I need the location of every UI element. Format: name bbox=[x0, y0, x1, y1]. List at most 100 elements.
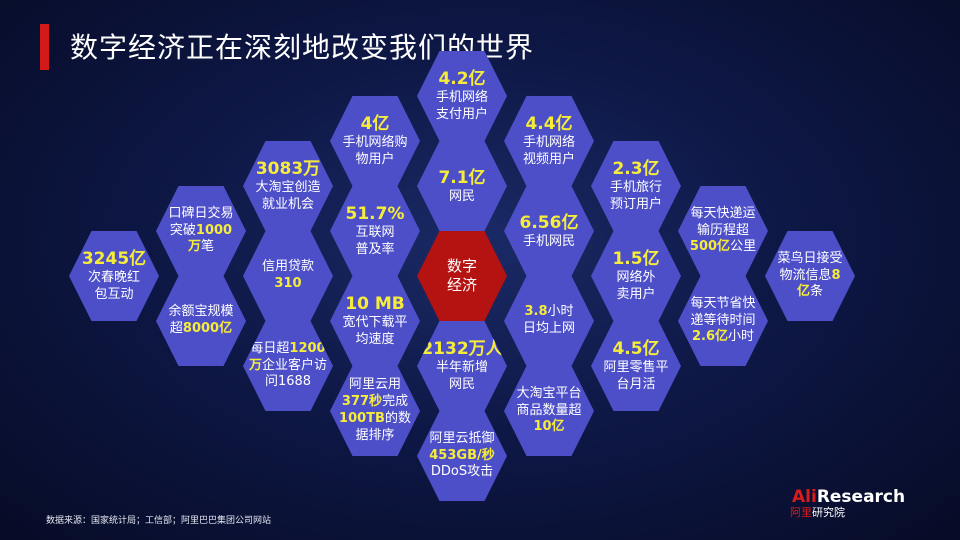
hex-line: 500亿公里 bbox=[690, 239, 756, 256]
hex-line: 输历程超 bbox=[697, 223, 749, 240]
hex-line: 预订用户 bbox=[610, 197, 662, 214]
stat-hex: 7.1亿 网民 bbox=[417, 141, 507, 231]
hex-text: 每天快递运 bbox=[690, 205, 756, 221]
hex-highlight-value: 453GB/秒 bbox=[429, 447, 495, 463]
hex-line: 网络外 bbox=[616, 270, 655, 287]
hex-text: 包互动 bbox=[94, 287, 134, 303]
hex-line: 手机网络购 bbox=[342, 135, 407, 152]
hex-text: 大淘宝创造 bbox=[255, 180, 321, 196]
hex-text: 据排序 bbox=[355, 427, 395, 443]
stat-hex: 6.56亿 手机网民 bbox=[504, 186, 594, 276]
hex-line: 51.7% bbox=[346, 203, 405, 225]
hex-text: 公里 bbox=[730, 239, 757, 255]
hex-highlight-value: 10 MB bbox=[345, 294, 405, 315]
hex-line: 10亿 bbox=[533, 419, 564, 436]
hex-highlight-value: 1.5亿 bbox=[612, 249, 660, 270]
stat-hex: 4.5亿 阿里零售平 台月活 bbox=[591, 321, 681, 411]
hex-line: 亿条 bbox=[797, 284, 823, 301]
hex-line: 4.5亿 bbox=[612, 338, 659, 360]
hex-highlight-value: 4.2亿 bbox=[438, 69, 486, 90]
hex-highlight-value: 500亿 bbox=[689, 239, 731, 255]
hex-line: 大淘宝平台 bbox=[516, 386, 581, 403]
hex-text: 完成 bbox=[382, 394, 409, 410]
hex-text: 超 bbox=[169, 321, 183, 336]
hex-line: 每天节省快 bbox=[690, 296, 755, 313]
hex-line: 支付用户 bbox=[436, 107, 488, 124]
stat-hex: 2.3亿 手机旅行 预订用户 bbox=[591, 141, 681, 231]
hex-line: 10 MB bbox=[345, 293, 404, 315]
hex-text: 台月活 bbox=[616, 377, 656, 393]
hex-text: 的数 bbox=[384, 411, 411, 426]
stat-hex: 阿里云用 377秒完成 100TB的数 据排序 bbox=[330, 366, 420, 456]
stat-hex: 2132万人 半年新增 网民 bbox=[417, 321, 507, 411]
aliresearch-logo: AliResearch 阿里研究院 bbox=[790, 487, 906, 519]
hex-line: 超8000亿 bbox=[170, 321, 232, 338]
logo-brand-white: Research bbox=[816, 487, 906, 507]
hex-line: 菜鸟日接受 bbox=[777, 251, 842, 268]
hex-line: 阿里云抵御 bbox=[429, 431, 494, 448]
hex-line: 4亿 bbox=[361, 113, 390, 135]
hex-line: 2.3亿 bbox=[612, 158, 659, 180]
hex-line: 半年新增 bbox=[436, 360, 488, 377]
hex-text: 互联网 bbox=[355, 225, 395, 241]
hex-highlight-value: 1000 bbox=[195, 222, 233, 238]
hex-line: 阿里云用 bbox=[349, 377, 401, 394]
hex-highlight-value: 7.1亿 bbox=[438, 167, 486, 188]
hex-highlight-value: 3245亿 bbox=[81, 249, 147, 270]
logo-sub-red: 阿里 bbox=[790, 506, 812, 519]
stat-hex: 4.2亿 手机网络 支付用户 bbox=[417, 51, 507, 141]
hex-text: 菜鸟日接受 bbox=[777, 250, 843, 266]
hex-text: 手机旅行 bbox=[609, 180, 662, 196]
hex-line: 1.5亿 bbox=[612, 248, 659, 270]
hex-line: 3.8小时 bbox=[524, 304, 573, 321]
hex-text: 每天节省快 bbox=[690, 295, 756, 311]
hex-highlight-value: 6.56亿 bbox=[519, 212, 579, 233]
hex-text: 支付用户 bbox=[435, 107, 488, 123]
stat-hex: 大淘宝平台 商品数量超 10亿 bbox=[504, 366, 594, 456]
hex-line: 数字 bbox=[447, 257, 477, 277]
hex-line: 每天快递运 bbox=[690, 206, 755, 223]
hex-line: DDoS攻击 bbox=[431, 464, 493, 481]
hex-text: DDoS攻击 bbox=[430, 464, 494, 480]
hex-line: 网民 bbox=[449, 377, 475, 394]
hex-line: 普及率 bbox=[355, 242, 394, 259]
hex-highlight-value: 10亿 bbox=[533, 419, 565, 435]
hex-text: 小时 bbox=[728, 329, 755, 345]
hex-text: 网民 bbox=[448, 377, 475, 393]
title-accent-bar bbox=[40, 24, 49, 70]
hex-text: 预订用户 bbox=[609, 197, 662, 213]
hex-highlight-value: 万 bbox=[187, 239, 201, 255]
hex-line: 100TB的数 bbox=[339, 411, 411, 428]
hex-line: 余额宝规模 bbox=[168, 304, 233, 321]
hex-text: 企业客户访 bbox=[262, 357, 328, 373]
hex-text: 物流信息 bbox=[779, 267, 832, 283]
hex-text: 信用贷款 bbox=[261, 259, 314, 275]
hex-line: 台月活 bbox=[616, 377, 655, 394]
hex-text: 条 bbox=[810, 284, 824, 300]
hex-text: 物用户 bbox=[355, 152, 395, 168]
stat-hex: 菜鸟日接受 物流信息8 亿条 bbox=[765, 231, 855, 321]
hex-text: 均速度 bbox=[355, 332, 395, 348]
hex-text: 商品数量超 bbox=[516, 402, 582, 418]
hex-line: 次春晚红 bbox=[88, 270, 140, 287]
hex-line: 据排序 bbox=[355, 428, 394, 445]
hex-text: 手机网络 bbox=[435, 90, 488, 106]
hex-text: 手机网络 bbox=[522, 135, 575, 151]
hex-highlight-value: 1200 bbox=[289, 340, 326, 356]
hex-text: 阿里云抵御 bbox=[429, 430, 495, 446]
hex-highlight-value: 4.5亿 bbox=[612, 339, 660, 360]
hex-highlight-value: 3083万 bbox=[255, 159, 321, 180]
hex-line: 万企业客户访 bbox=[249, 358, 327, 375]
hex-line: 信用贷款 bbox=[262, 259, 314, 276]
hex-highlight-value: 2.3亿 bbox=[612, 159, 660, 180]
stat-hex: 3083万 大淘宝创造 就业机会 bbox=[243, 141, 333, 231]
hex-text: 突破 bbox=[169, 222, 196, 238]
hex-highlight-value: 8 bbox=[831, 267, 841, 283]
hex-line: 互联网 bbox=[355, 225, 394, 242]
hex-line: 阿里零售平 bbox=[603, 360, 668, 377]
hex-line: 口碑日交易 bbox=[168, 206, 233, 223]
stat-hex: 每日超1200 万企业客户访 问1688 bbox=[243, 321, 333, 411]
hex-text: 每日超 bbox=[250, 340, 290, 356]
hex-text: 递等待时间 bbox=[690, 312, 756, 328]
hex-text: 阿里零售平 bbox=[603, 360, 669, 376]
